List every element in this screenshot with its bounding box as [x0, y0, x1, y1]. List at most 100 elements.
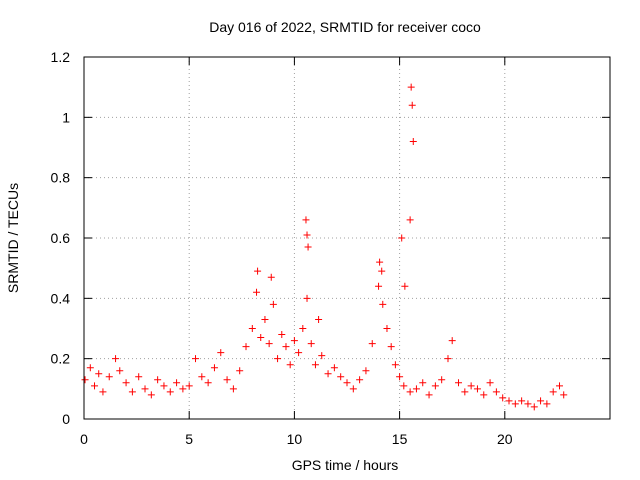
data-point [147, 391, 155, 399]
y-tick-label: 0.2 [51, 351, 71, 367]
data-point [407, 83, 415, 91]
x-tick-label: 5 [185, 431, 193, 447]
data-point [560, 391, 568, 399]
data-point [406, 216, 414, 224]
data-point [425, 391, 433, 399]
data-point [379, 300, 387, 308]
data-point [406, 388, 414, 396]
x-tick-label: 0 [80, 431, 88, 447]
data-point [368, 340, 376, 348]
data-point [302, 216, 310, 224]
data-point [303, 231, 311, 239]
data-point [518, 397, 526, 405]
data-point [400, 382, 408, 390]
data-point [315, 315, 323, 323]
x-tick-label: 15 [392, 431, 408, 447]
data-point [105, 373, 113, 381]
data-point [537, 397, 545, 405]
data-point [192, 355, 200, 363]
data-point [398, 234, 406, 242]
data-point [408, 101, 416, 109]
data-point [378, 267, 386, 275]
data-point [223, 376, 231, 384]
data-point [141, 385, 149, 393]
data-point [185, 382, 193, 390]
data-point [461, 388, 469, 396]
data-point [257, 334, 265, 342]
data-point [356, 376, 364, 384]
data-point [173, 379, 181, 387]
data-point [409, 137, 417, 145]
data-point [267, 273, 275, 281]
data-point [253, 288, 261, 296]
data-point [524, 400, 532, 408]
data-point [387, 343, 395, 351]
data-point [311, 361, 319, 369]
data-point [448, 337, 456, 345]
data-point [95, 370, 103, 378]
data-point [492, 388, 500, 396]
data-point [274, 355, 282, 363]
y-tick-label: 0.8 [51, 170, 71, 186]
data-point [248, 325, 256, 332]
data-point [505, 397, 513, 405]
data-point [166, 388, 174, 396]
data-point [198, 373, 206, 381]
data-point [362, 367, 370, 375]
data-point [261, 315, 269, 323]
data-point [391, 361, 399, 369]
data-point [154, 376, 162, 384]
data-point [401, 282, 409, 290]
data-point [438, 376, 446, 384]
tick-labels: 0 0.2 0.4 0.6 0.8 1 1.2 0 5 10 15 20 [51, 49, 513, 447]
x-tick-label: 10 [287, 431, 303, 447]
data-point [473, 385, 481, 393]
data-point [160, 382, 168, 390]
plot-frame [83, 56, 611, 420]
x-axis-label: GPS time / hours [292, 457, 399, 473]
data-point [265, 340, 273, 348]
y-tick-label: 1.2 [51, 49, 71, 65]
data-point [303, 294, 311, 302]
data-point [112, 355, 120, 363]
data-point [128, 388, 136, 396]
data-point [318, 352, 326, 360]
data-point [179, 385, 187, 393]
data-points [81, 83, 568, 411]
data-point [304, 243, 312, 251]
data-point [290, 337, 298, 345]
x-tick-label: 20 [497, 431, 513, 447]
data-point [91, 382, 99, 390]
data-point [337, 373, 345, 381]
y-axis-label: SRMTID / TECUs [5, 183, 21, 293]
data-point [486, 379, 494, 387]
data-point [135, 373, 143, 381]
data-point [217, 349, 225, 357]
data-point [375, 282, 383, 290]
data-point [324, 370, 332, 378]
data-point [210, 364, 218, 372]
data-point [236, 367, 244, 375]
y-tick-label: 0.6 [51, 230, 71, 246]
axes-frame [83, 56, 611, 420]
data-point [549, 388, 557, 396]
data-point [412, 385, 420, 393]
data-point [455, 379, 463, 387]
data-point [480, 391, 488, 399]
data-point [343, 379, 351, 387]
data-point [81, 376, 89, 384]
data-point [499, 394, 507, 402]
data-point [396, 373, 404, 381]
data-point [511, 400, 519, 408]
data-point [419, 379, 427, 387]
data-point [282, 343, 290, 351]
data-point [242, 343, 250, 351]
data-point [349, 385, 357, 393]
data-point [556, 382, 564, 390]
data-point [431, 382, 439, 390]
data-point [295, 349, 303, 357]
data-point [376, 258, 384, 266]
data-point [99, 388, 107, 396]
